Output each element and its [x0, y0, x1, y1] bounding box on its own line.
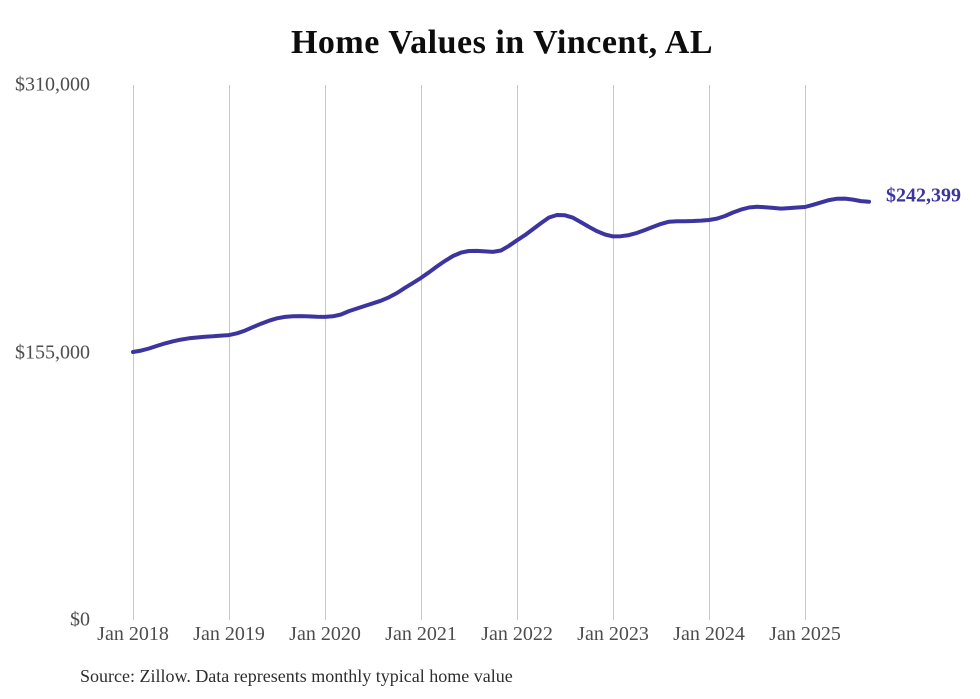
x-tick-label: Jan 2019	[193, 623, 265, 645]
x-tick-label: Jan 2025	[769, 623, 841, 645]
x-tick-label: Jan 2021	[385, 623, 457, 645]
x-tick-label: Jan 2024	[673, 623, 745, 645]
x-tick-label: Jan 2020	[289, 623, 361, 645]
y-tick-label: $310,000	[15, 73, 90, 96]
x-tick-label: Jan 2018	[97, 623, 169, 645]
home-value-line	[131, 196, 871, 354]
gridline-group	[133, 85, 806, 620]
chart-title: Home Values in Vincent, AL	[290, 24, 713, 61]
x-tick-label: Jan 2023	[577, 623, 649, 645]
current-value-label: $242,399	[886, 184, 961, 207]
x-tick-label: Jan 2022	[481, 623, 553, 645]
y-tick-label: $0	[70, 608, 90, 631]
source-note: Source: Zillow. Data represents monthly …	[80, 666, 513, 686]
y-tick-label: $155,000	[15, 341, 90, 363]
